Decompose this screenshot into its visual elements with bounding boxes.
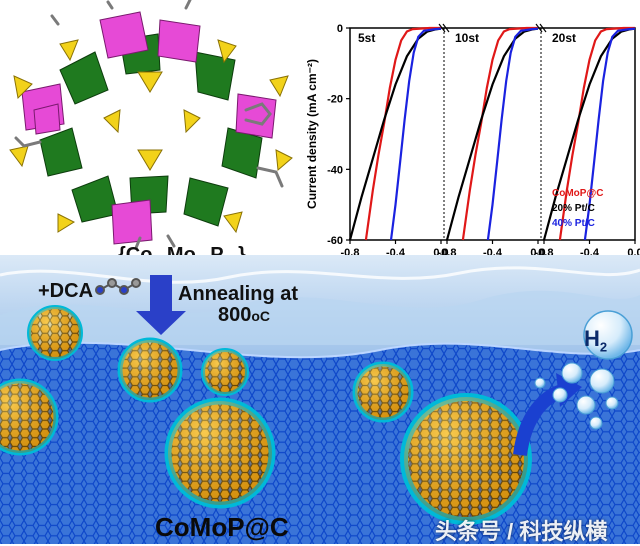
sphere-medium-2: [352, 361, 414, 423]
panel-label: 5st: [358, 31, 375, 45]
sphere-small-1: [27, 305, 83, 361]
series-line-comop-c: [558, 26, 635, 241]
sphere-large-center: [164, 397, 276, 509]
series-line-40-pt-c: [486, 27, 539, 241]
watermark: 头条号 / 科技纵横: [435, 519, 608, 544]
annealing-label: Annealing at: [178, 283, 299, 305]
annealing-temperature-label: 800oC: [218, 304, 271, 326]
cluster-ring: [9, 0, 293, 250]
legend-entry: 40% Pt/C: [552, 218, 595, 229]
dca-label: +DCA: [38, 280, 94, 302]
y-tick-label: -40: [327, 164, 343, 176]
sphere-medium-1: [117, 337, 183, 403]
legend-entry: CoMoP@C: [552, 188, 603, 199]
panel-label: 10st: [455, 31, 479, 45]
sphere-small-2: [201, 348, 249, 396]
product-label: CoMoP@C: [155, 512, 289, 542]
axis-break: [535, 23, 543, 33]
y-tick-label: -60: [327, 235, 343, 247]
synthesis-scene: [0, 255, 640, 544]
sphere-large-right: [400, 393, 532, 525]
comop-at-c-spheres: [0, 305, 532, 525]
y-tick-label: 0: [337, 23, 343, 35]
y-tick-label: -20: [327, 94, 343, 106]
series-line-comop-c: [364, 26, 441, 241]
axis-break: [438, 23, 446, 33]
axis-break: [539, 23, 547, 33]
h2-bubbles: [534, 310, 633, 430]
dca-molecule: [95, 278, 141, 295]
y-axis-label: Current density (mA cm⁻²): [305, 59, 319, 209]
series-line-40-pt-c: [389, 27, 442, 241]
sphere-left-edge: [0, 378, 59, 456]
series-line-comop-c: [461, 26, 538, 241]
axis-break: [442, 23, 450, 33]
panel-label: 20st: [552, 31, 576, 45]
legend-entry: 20% Pt/C: [552, 203, 595, 214]
polyoxometalate-cluster-illustration: [9, 0, 293, 250]
annealing-arrow: [136, 275, 186, 335]
h2-label: H2: [584, 326, 608, 355]
series-line-40-pt-c: [583, 27, 636, 241]
